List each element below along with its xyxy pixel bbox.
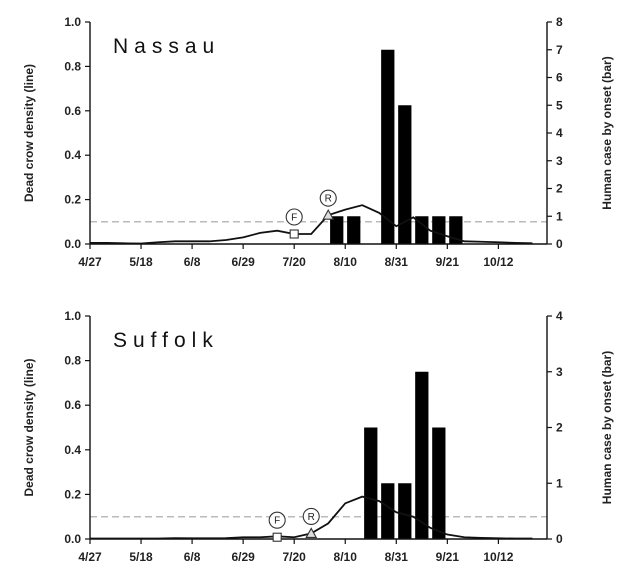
x-tick-label: 8/10 [334, 550, 358, 564]
bar-9-7 [415, 371, 429, 539]
density-line [90, 204, 533, 245]
marker-square [272, 532, 282, 542]
right-tick-label: 1 [556, 476, 563, 490]
left-tick-label: 0.4 [64, 148, 81, 162]
right-tick-label: 3 [556, 365, 563, 379]
bar-9-14 [432, 427, 446, 539]
panel-title: Nassau [113, 35, 220, 58]
right-tick-label: 0 [556, 532, 563, 546]
left-axis-label: Dead crow density (line) [22, 358, 36, 496]
left-tick-label: 0.4 [64, 443, 81, 457]
marker-label-r: R [308, 512, 315, 523]
x-tick-label: 4/27 [78, 550, 102, 564]
marker-label-f: F [291, 213, 297, 224]
right-tick-label: 2 [556, 421, 563, 435]
right-tick-label: 1 [556, 209, 563, 223]
x-tick-label: 5/18 [129, 255, 153, 269]
right-axis-label: Human case by onset (bar) [600, 56, 614, 209]
x-tick-label: 10/12 [483, 550, 513, 564]
panel-suffolk: 0.0 0.2 0.4 0.6 0.8 1.0 0 1 2 3 4 4/27 5/18 6/8 6/29 7/… [22, 309, 614, 564]
left-tick-label: 1.0 [64, 15, 81, 29]
x-tick-label: 6/8 [184, 255, 201, 269]
x-tick-label: 8/31 [385, 255, 409, 269]
marker-circle [285, 208, 303, 226]
left-axis-label: Dead crow density (line) [22, 64, 36, 202]
right-tick-label: 6 [556, 71, 563, 85]
bar-8-31 [398, 483, 412, 539]
marker-circle [302, 507, 320, 525]
right-tick-label: 8 [556, 15, 563, 29]
x-tick-label: 9/21 [436, 550, 460, 564]
right-tick-label: 2 [556, 182, 563, 196]
marker-circle [268, 511, 286, 529]
marker-triangle [305, 527, 318, 538]
bar-8-3 [330, 216, 344, 244]
marker-label-f: F [274, 516, 280, 527]
x-tick-label: 7/20 [283, 255, 307, 269]
right-tick-label: 4 [556, 126, 563, 140]
marker-triangle [322, 209, 335, 220]
bar-8-24 [381, 483, 395, 539]
bar-8-10 [347, 216, 361, 244]
panel-title: Suffolk [113, 329, 219, 352]
x-tick-label: 10/12 [483, 255, 513, 269]
x-tick-label: 8/10 [334, 255, 358, 269]
x-tick-label: 6/29 [231, 550, 255, 564]
x-tick-label: 7/20 [283, 550, 307, 564]
panel-nassau: 0.0 0.2 0.4 0.6 0.8 1.0 0 1 2 3 4 5 6 7 8 4/27 5/18 6/8 6/… [22, 15, 614, 269]
left-tick-label: 0.2 [64, 193, 81, 207]
left-tick-label: 1.0 [64, 309, 81, 323]
marker-label-r: R [325, 194, 332, 205]
marker-circle [319, 189, 337, 207]
right-axis-label: Human case by onset (bar) [600, 351, 614, 504]
left-tick-label: 0.0 [64, 237, 81, 251]
right-tick-label: 7 [556, 43, 563, 57]
right-tick-label: 5 [556, 98, 563, 112]
left-tick-label: 0.8 [64, 59, 81, 73]
left-tick-label: 0.6 [64, 104, 81, 118]
left-tick-label: 0.6 [64, 398, 81, 412]
x-tick-label: 6/8 [184, 550, 201, 564]
left-tick-label: 0.8 [64, 354, 81, 368]
marker-square [289, 229, 299, 239]
bar-8-17 [364, 427, 378, 539]
x-tick-label: 8/31 [385, 550, 409, 564]
x-tick-label: 6/29 [231, 255, 255, 269]
left-tick-label: 0.2 [64, 487, 81, 501]
x-tick-label: 5/18 [129, 550, 153, 564]
right-tick-label: 4 [556, 309, 563, 323]
x-tick-label: 9/21 [436, 255, 460, 269]
right-tick-label: 3 [556, 154, 563, 168]
bar-8-31 [398, 105, 412, 244]
bar-8-24 [381, 49, 395, 244]
bar-9-14 [432, 216, 446, 244]
right-tick-label: 0 [556, 237, 563, 251]
left-tick-label: 0.0 [64, 532, 81, 546]
x-tick-label: 4/27 [78, 255, 102, 269]
bar-9-7 [415, 216, 429, 244]
